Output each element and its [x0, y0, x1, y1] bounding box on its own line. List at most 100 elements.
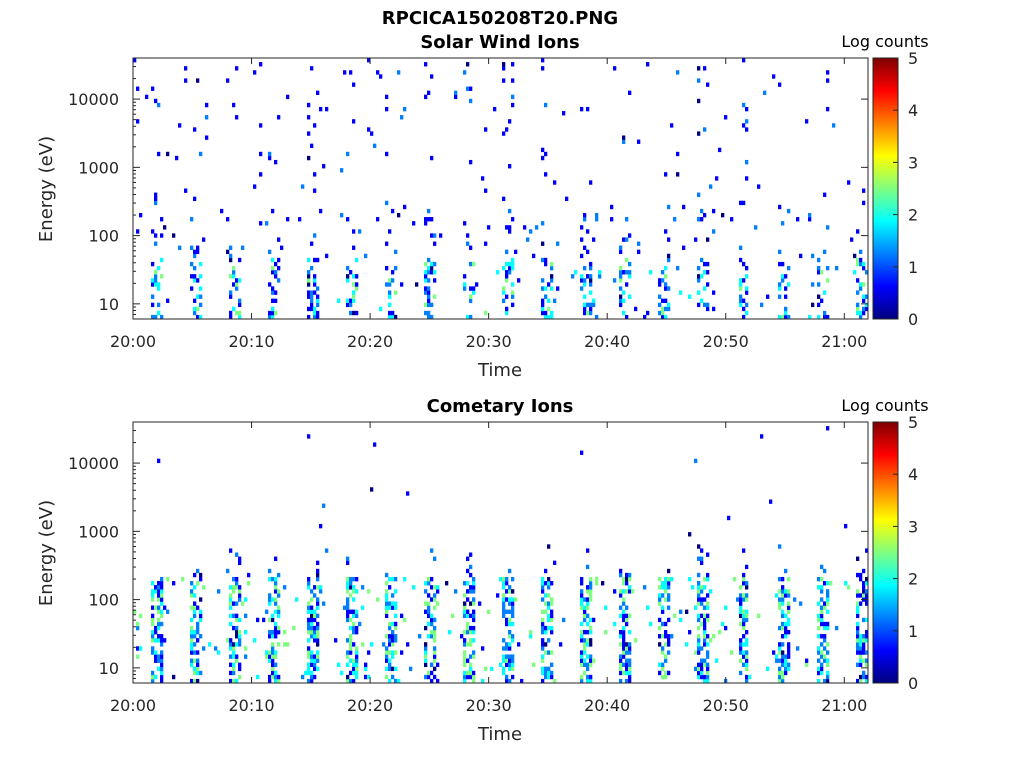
heatmap-cell [550, 662, 554, 667]
heatmap-cell [352, 613, 356, 619]
heatmap-cell [700, 217, 704, 222]
heatmap-cell [151, 314, 155, 320]
heatmap-cell [463, 670, 467, 676]
heatmap-cell [820, 621, 824, 627]
heatmap-cell [307, 662, 311, 667]
heatmap-cell [271, 646, 275, 651]
heatmap-cell [433, 593, 437, 598]
heatmap-cell [235, 576, 239, 582]
heatmap-cell [553, 180, 557, 185]
heatmap-cell [391, 310, 395, 316]
heatmap-cell [391, 605, 395, 610]
heatmap-cell [385, 593, 389, 598]
heatmap-cell [235, 115, 239, 120]
heatmap-cell [859, 678, 863, 684]
heatmap-cell [430, 261, 434, 267]
heatmap-cell [502, 613, 506, 619]
heatmap-cell [238, 556, 242, 561]
heatmap-cell [865, 617, 869, 623]
heatmap-cell [463, 658, 467, 663]
heatmap-cell [547, 670, 551, 676]
heatmap-cell [436, 601, 440, 606]
heatmap-cell [787, 642, 791, 647]
heatmap-cell [826, 601, 830, 606]
heatmap-cell [622, 601, 626, 606]
heatmap-cell [583, 629, 587, 635]
heatmap-cell [196, 278, 200, 283]
heatmap-cell [697, 617, 701, 623]
heatmap-cell [541, 310, 545, 316]
heatmap-cell [154, 98, 158, 104]
colorbar [872, 421, 899, 684]
heatmap-cell [529, 229, 533, 234]
heatmap-cell [466, 642, 470, 647]
heatmap-cell [160, 257, 164, 263]
heatmap-cell [589, 674, 593, 680]
heatmap-cell [307, 278, 311, 283]
heatmap-cell [346, 217, 350, 222]
heatmap-cell [589, 306, 593, 312]
heatmap-cell [160, 650, 164, 655]
heatmap-cell [313, 638, 317, 643]
heatmap-cell [835, 625, 839, 631]
heatmap-cell [139, 613, 143, 619]
heatmap-cell [256, 617, 260, 623]
heatmap-cell [862, 585, 866, 590]
heatmap-cell [685, 642, 689, 647]
heatmap-cell [226, 568, 230, 574]
heatmap-cell [820, 662, 824, 667]
x-tick-label: 20:00 [110, 696, 156, 715]
heatmap-cell [619, 613, 623, 619]
heatmap-cell [271, 629, 275, 635]
heatmap-cell [229, 654, 233, 659]
heatmap-cell [697, 589, 701, 594]
heatmap-cell [466, 629, 470, 635]
heatmap-cell [316, 585, 320, 590]
heatmap-cell [703, 642, 707, 647]
heatmap-cell [781, 589, 785, 594]
heatmap-cell [238, 257, 242, 263]
heatmap-cell [628, 650, 632, 655]
heatmap-cell [154, 282, 158, 287]
heatmap-cell [310, 609, 314, 614]
heatmap-cell [826, 670, 830, 676]
heatmap-cell [625, 666, 629, 672]
heatmap-cell [316, 621, 320, 627]
heatmap-cell [232, 678, 236, 684]
heatmap-cell [193, 666, 197, 672]
heatmap-cell [502, 654, 506, 659]
heatmap-cell [346, 302, 350, 308]
heatmap-cell [229, 638, 233, 643]
heatmap-cell [388, 662, 392, 667]
heatmap-cell [253, 184, 257, 189]
heatmap-cell [745, 609, 749, 614]
heatmap-cell [268, 658, 272, 663]
heatmap-cell [583, 638, 587, 643]
heatmap-cell [703, 634, 707, 639]
heatmap-cell [511, 290, 515, 295]
heatmap-cell [730, 217, 734, 222]
heatmap-cell [664, 585, 668, 590]
heatmap-cell [511, 674, 515, 680]
heatmap-cell [706, 576, 710, 582]
heatmap-cell [787, 601, 791, 606]
heatmap-cell [661, 270, 665, 275]
heatmap-cell [136, 119, 140, 124]
heatmap-cell [310, 66, 314, 71]
heatmap-cell [745, 564, 749, 570]
heatmap-cell [349, 650, 353, 655]
heatmap-cell [817, 617, 821, 623]
heatmap-cell [301, 674, 305, 680]
heatmap-cell [862, 650, 866, 655]
heatmap-cell [307, 638, 311, 643]
heatmap-cell [511, 294, 515, 299]
heatmap-cell [499, 576, 503, 582]
heatmap-cell [664, 670, 668, 676]
heatmap-cell [778, 646, 782, 651]
heatmap-cell [823, 568, 827, 574]
heatmap-cell [784, 654, 788, 659]
heatmap-cell [274, 650, 278, 655]
heatmap-cell [580, 678, 584, 684]
y-tick-label: 100 [88, 591, 119, 610]
heatmap-cell [352, 290, 356, 295]
